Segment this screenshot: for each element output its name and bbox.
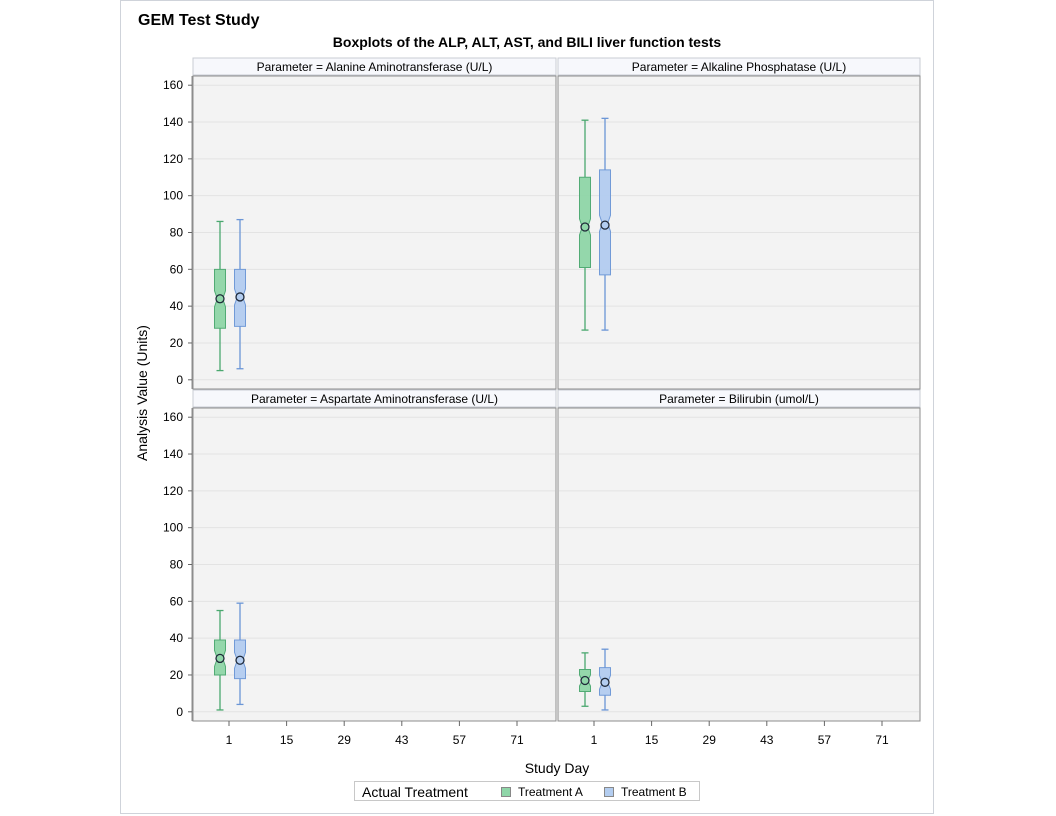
y-tick-label: 160 — [163, 78, 183, 92]
treatment-b-swatch — [604, 787, 614, 797]
y-tick-label: 140 — [163, 447, 183, 461]
panel-header-label: Parameter = Alanine Aminotransferase (U/… — [257, 60, 493, 74]
y-tick-label: 160 — [163, 410, 183, 424]
y-tick-label: 120 — [163, 484, 183, 498]
mean-marker — [580, 222, 590, 232]
legend-item-treatment-b: Treatment B — [604, 785, 687, 799]
x-tick-label: 57 — [453, 733, 467, 747]
y-tick-label: 40 — [170, 299, 184, 313]
panel-header — [192, 57, 557, 76]
y-tick-label: 100 — [163, 189, 183, 203]
y-tick-label: 140 — [163, 115, 183, 129]
mean-marker — [580, 675, 590, 686]
mean-marker — [235, 655, 245, 665]
panel-header-label: Parameter = Aspartate Aminotransferase (… — [251, 392, 498, 406]
mean-marker — [215, 653, 225, 664]
mean-marker — [600, 220, 610, 230]
panel-header-label: Parameter = Bilirubin (umol/L) — [659, 392, 819, 406]
y-tick-label: 80 — [170, 226, 184, 240]
x-tick-label: 15 — [280, 733, 294, 747]
legend: Actual Treatment Treatment A Treatment B — [354, 781, 700, 801]
y-tick-label: 60 — [170, 262, 184, 276]
plot-title: Boxplots of the ALP, ALT, AST, and BILI … — [332, 34, 722, 50]
y-tick-label: 0 — [176, 373, 183, 387]
legend-item-label: Treatment A — [518, 785, 583, 799]
y-tick-label: 20 — [170, 668, 184, 682]
x-tick-label: 71 — [510, 733, 524, 747]
x-tick-label: 1 — [591, 733, 598, 747]
panel-header — [557, 57, 921, 76]
panel-header — [192, 389, 557, 408]
mean-marker — [215, 294, 225, 304]
x-tick-label: 15 — [645, 733, 659, 747]
y-tick-label: 40 — [170, 631, 184, 645]
legend-item-label: Treatment B — [621, 785, 687, 799]
mean-marker — [235, 292, 245, 302]
panel-header-label: Parameter = Alkaline Phosphatase (U/L) — [632, 60, 846, 74]
study-title: GEM Test Study — [138, 12, 260, 29]
x-tick-label: 29 — [703, 733, 717, 747]
y-tick-label: 80 — [170, 558, 184, 572]
x-tick-label: 1 — [226, 733, 233, 747]
x-tick-label: 43 — [760, 733, 774, 747]
y-tick-label: 0 — [176, 705, 183, 719]
legend-item-treatment-a: Treatment A — [501, 785, 583, 799]
y-axis-label: Analysis Value (Units) — [134, 325, 150, 461]
y-tick-label: 120 — [163, 152, 183, 166]
legend-title: Actual Treatment — [362, 784, 468, 800]
mean-marker — [600, 677, 610, 687]
x-tick-label: 43 — [395, 733, 409, 747]
y-tick-label: 20 — [170, 336, 184, 350]
x-tick-label: 29 — [338, 733, 352, 747]
x-axis-label: Study Day — [525, 760, 590, 776]
treatment-a-swatch — [501, 787, 511, 797]
x-tick-label: 57 — [818, 733, 832, 747]
x-tick-label: 71 — [875, 733, 889, 747]
panel-header — [557, 389, 921, 408]
y-tick-label: 60 — [170, 594, 184, 608]
y-tick-label: 100 — [163, 521, 183, 535]
